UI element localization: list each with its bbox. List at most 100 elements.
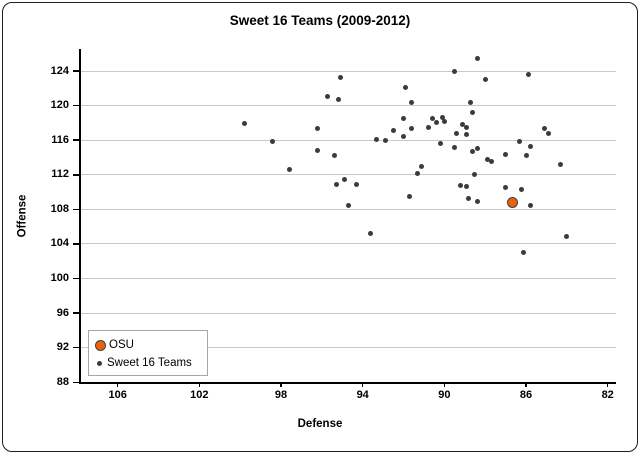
data-point-sweet16 bbox=[452, 145, 458, 151]
data-point-osu bbox=[507, 197, 519, 209]
y-tick-label: 108 bbox=[50, 202, 69, 215]
data-point-sweet16 bbox=[488, 159, 494, 165]
data-point-sweet16 bbox=[401, 134, 407, 140]
y-tick-mark bbox=[73, 104, 79, 107]
x-tick-mark bbox=[280, 382, 282, 387]
data-point-sweet16 bbox=[403, 84, 409, 90]
data-point-sweet16 bbox=[527, 203, 533, 209]
data-point-sweet16 bbox=[315, 126, 321, 132]
data-point-sweet16 bbox=[466, 196, 472, 202]
data-point-sweet16 bbox=[521, 250, 527, 256]
data-point-sweet16 bbox=[409, 99, 415, 105]
gridline bbox=[79, 174, 616, 176]
data-point-sweet16 bbox=[315, 148, 321, 154]
x-axis-title: Defense bbox=[297, 418, 343, 430]
plot-area: 124 120 116 112 108 104 100 96 92 88 106 102 98 94 90 8… bbox=[3, 3, 637, 451]
y-tick-mark bbox=[73, 243, 79, 245]
y-tick-mark bbox=[73, 381, 79, 384]
data-point-sweet16 bbox=[474, 146, 480, 152]
data-point-sweet16 bbox=[482, 77, 488, 83]
data-point-sweet16 bbox=[333, 181, 339, 187]
x-tick-label: 94 bbox=[356, 389, 369, 401]
x-tick-label: 90 bbox=[438, 389, 451, 401]
data-point-sweet16 bbox=[468, 99, 474, 105]
data-point-sweet16 bbox=[519, 186, 525, 192]
data-point-sweet16 bbox=[464, 184, 470, 190]
y-tick-label: 96 bbox=[56, 306, 69, 319]
legend: OSU Sweet 16 Teams bbox=[88, 330, 208, 376]
legend-item-sweet16: Sweet 16 Teams bbox=[95, 354, 201, 372]
data-point-sweet16 bbox=[541, 126, 547, 132]
x-tick-label: 82 bbox=[601, 389, 614, 401]
data-point-sweet16 bbox=[437, 141, 443, 147]
y-tick-mark bbox=[73, 70, 79, 72]
gridline bbox=[79, 208, 616, 210]
data-point-sweet16 bbox=[354, 181, 360, 187]
data-point-sweet16 bbox=[286, 167, 292, 173]
x-tick-label: 106 bbox=[108, 389, 127, 401]
y-tick-mark bbox=[73, 139, 79, 141]
data-point-sweet16 bbox=[470, 110, 476, 115]
y-tick-mark bbox=[73, 346, 79, 349]
data-point-sweet16 bbox=[382, 137, 388, 143]
data-point-sweet16 bbox=[472, 172, 478, 178]
y-tick-label: 104 bbox=[50, 237, 69, 250]
data-point-sweet16 bbox=[425, 124, 431, 130]
data-point-sweet16 bbox=[337, 75, 343, 81]
gridline bbox=[79, 278, 616, 280]
x-tick-label: 98 bbox=[274, 389, 288, 401]
data-point-sweet16 bbox=[464, 132, 470, 138]
y-tick-label: 92 bbox=[56, 341, 69, 354]
data-point-sweet16 bbox=[433, 119, 439, 125]
y-tick-mark bbox=[73, 174, 79, 176]
data-point-sweet16 bbox=[458, 182, 464, 188]
data-point-sweet16 bbox=[419, 163, 425, 169]
data-point-sweet16 bbox=[525, 71, 531, 77]
data-point-sweet16 bbox=[270, 139, 276, 145]
data-point-sweet16 bbox=[474, 199, 480, 205]
data-point-sweet16 bbox=[341, 176, 347, 182]
legend-label-sweet16: Sweet 16 Teams bbox=[107, 357, 192, 369]
data-point-sweet16 bbox=[503, 185, 509, 191]
data-point-sweet16 bbox=[452, 68, 458, 74]
data-point-sweet16 bbox=[331, 153, 337, 159]
x-axis-line bbox=[79, 382, 616, 384]
y-tick-label: 100 bbox=[50, 272, 69, 285]
y-tick-label: 88 bbox=[56, 375, 69, 388]
data-point-sweet16 bbox=[523, 153, 529, 159]
x-tick-mark bbox=[198, 382, 201, 387]
x-tick-mark bbox=[525, 382, 527, 387]
y-tick-label: 116 bbox=[51, 133, 69, 146]
data-point-sweet16 bbox=[517, 138, 523, 144]
legend-label-osu: OSU bbox=[109, 339, 134, 351]
data-point-sweet16 bbox=[527, 143, 533, 149]
gridline bbox=[79, 312, 616, 314]
data-point-sweet16 bbox=[474, 56, 480, 62]
y-tick-mark bbox=[73, 312, 79, 314]
y-tick-label: 124 bbox=[50, 64, 69, 77]
y-axis-line bbox=[79, 49, 81, 384]
data-point-sweet16 bbox=[415, 171, 421, 177]
data-point-sweet16 bbox=[464, 124, 470, 130]
gridline bbox=[79, 139, 616, 141]
data-point-sweet16 bbox=[484, 156, 490, 162]
data-point-sweet16 bbox=[325, 94, 331, 100]
y-axis-title: Offense bbox=[16, 194, 29, 237]
y-tick-mark bbox=[73, 208, 79, 211]
data-point-sweet16 bbox=[374, 136, 380, 142]
data-point-sweet16 bbox=[503, 152, 509, 158]
gridline bbox=[79, 105, 616, 107]
data-point-sweet16 bbox=[441, 118, 447, 124]
data-point-sweet16 bbox=[390, 128, 396, 134]
data-point-sweet16 bbox=[345, 203, 351, 209]
chart-title: Sweet 16 Teams (2009-2012) bbox=[229, 13, 411, 28]
data-point-sweet16 bbox=[368, 231, 374, 237]
x-tick-mark bbox=[443, 382, 446, 387]
gridline bbox=[79, 347, 616, 349]
data-point-sweet16 bbox=[564, 233, 570, 239]
osu-marker-icon bbox=[95, 339, 106, 351]
data-point-sweet16 bbox=[460, 122, 466, 128]
data-point-sweet16 bbox=[470, 148, 476, 154]
y-tick-mark bbox=[73, 277, 79, 280]
